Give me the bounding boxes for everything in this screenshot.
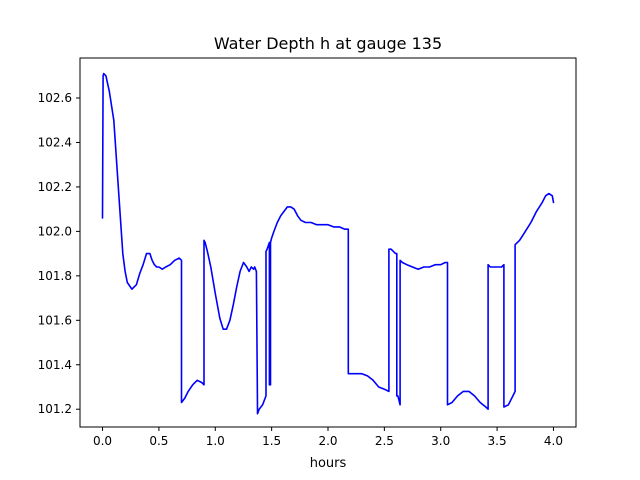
x-axis-label: hours [310, 456, 347, 471]
x-tick-label: 2.0 [318, 434, 337, 448]
x-tick-label: 4.0 [544, 434, 563, 448]
plot-frame [79, 57, 577, 428]
x-tick-label: 2.5 [375, 434, 394, 448]
x-tick-label: 1.5 [262, 434, 281, 448]
y-tick-label: 101.6 [38, 313, 72, 327]
series-line [101, 72, 555, 415]
y-tick-label: 102.6 [38, 91, 72, 105]
y-tick-label: 101.2 [38, 402, 72, 416]
y-tick-label: 102.0 [38, 224, 72, 238]
y-tick-label: 101.4 [38, 358, 72, 372]
chart-title: Water Depth h at gauge 135 [214, 34, 442, 53]
x-tick-label: 3.0 [431, 434, 450, 448]
plot-area [101, 72, 555, 415]
x-tick-label: 0.0 [93, 434, 112, 448]
y-tick-label: 101.8 [38, 269, 72, 283]
y-tick-label: 102.2 [38, 180, 72, 194]
axis-ticks: 0.0 0.5 1.0 1.5 2.0 2.5 3.0 3.5 4.0 101.2 101.4 101… [38, 91, 563, 448]
x-tick-label: 3.5 [488, 434, 507, 448]
x-tick-label: 1.0 [206, 434, 225, 448]
x-tick-label: 0.5 [149, 434, 168, 448]
y-tick-label: 102.4 [38, 135, 72, 149]
